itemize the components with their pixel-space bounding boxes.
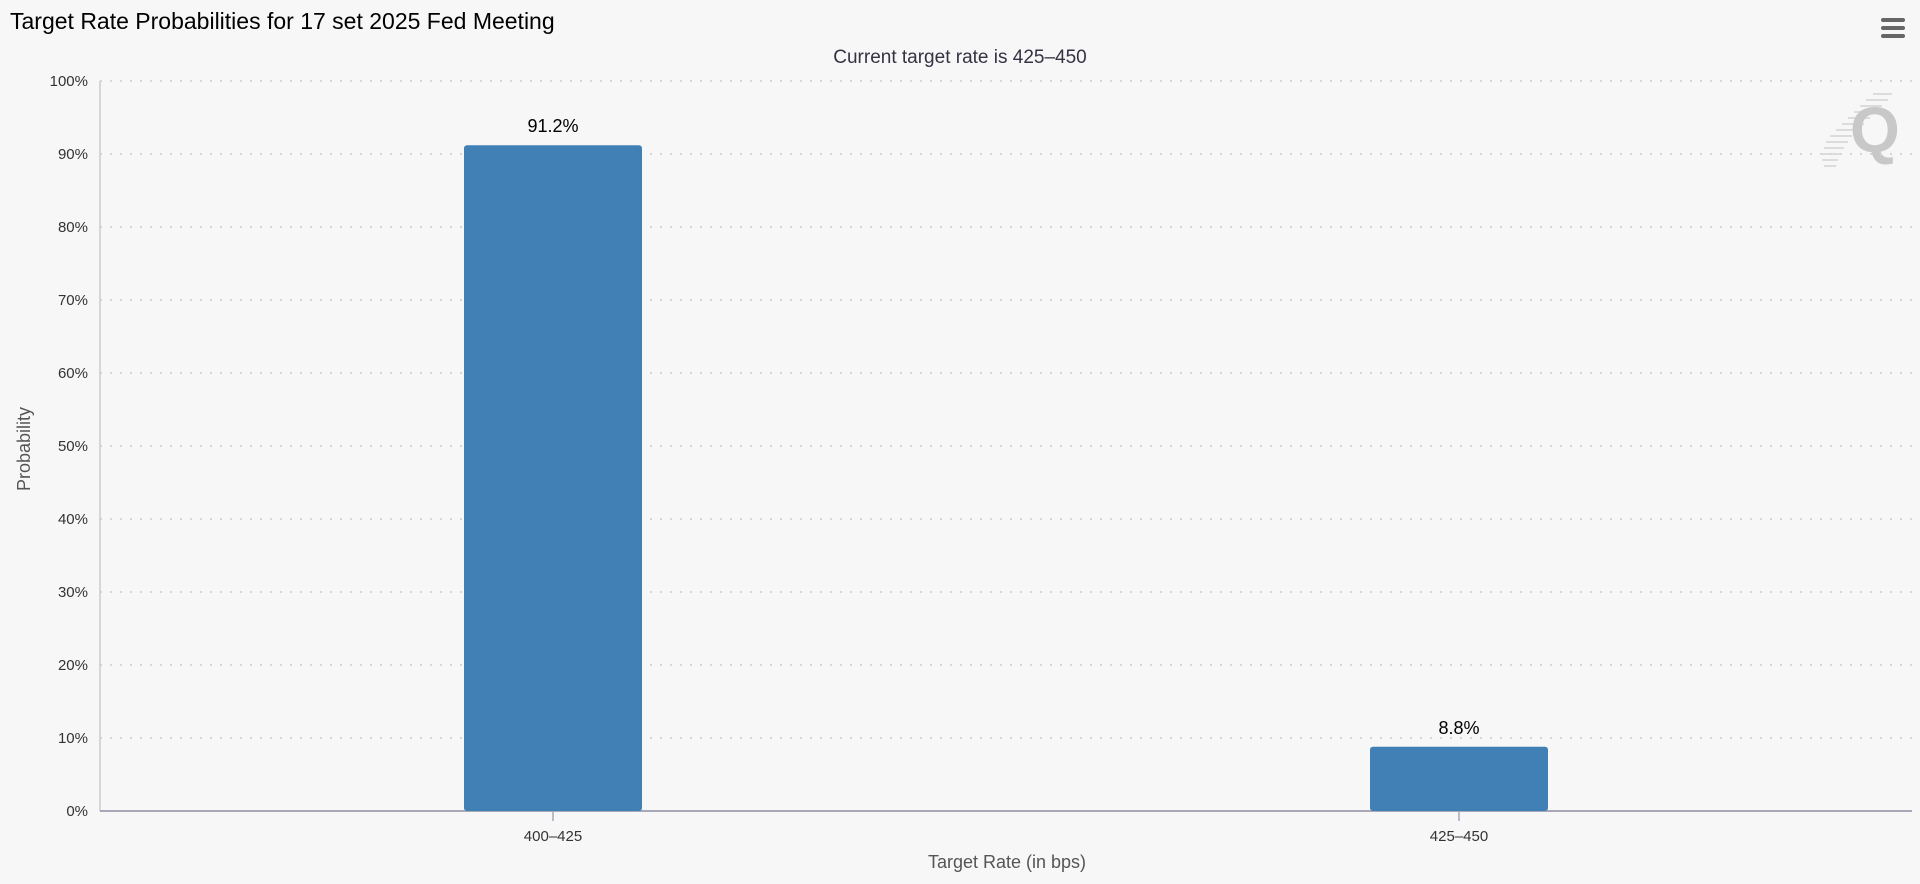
chart-subtitle: Current target rate is 425–450 [833, 47, 1087, 68]
bars [464, 145, 1548, 812]
y-tick-label: 20% [58, 657, 88, 674]
y-tick-label: 50% [58, 438, 88, 455]
y-tick-label: 90% [58, 146, 88, 163]
grid-lines [100, 80, 1912, 739]
menu-bar [1881, 18, 1905, 22]
y-tick-label: 40% [58, 511, 88, 528]
y-tick-label: 80% [58, 219, 88, 236]
data-label: 8.8% [1438, 718, 1479, 738]
labels: 0% 10% 20% 30% 40% 50% 60% 70% 80% 90% 100% 91.2% 40… [50, 73, 1489, 845]
chart-title: Target Rate Probabilities for 17 set 202… [10, 8, 555, 34]
x-tick-label: 425–450 [1430, 828, 1488, 845]
y-tick-label: 100% [50, 73, 88, 90]
y-tick-label: 10% [58, 730, 88, 747]
menu-bar [1881, 34, 1905, 38]
x-tick-label: 400–425 [524, 828, 582, 845]
y-axis-title: Probability [14, 407, 34, 491]
bar[interactable] [464, 145, 642, 812]
axes [99, 81, 1912, 821]
x-axis-title: Target Rate (in bps) [928, 852, 1086, 872]
y-tick-label: 60% [58, 365, 88, 382]
y-tick-label: 30% [58, 584, 88, 601]
hamburger-menu-icon[interactable] [1880, 16, 1906, 40]
y-tick-label: 70% [58, 292, 88, 309]
menu-bar [1881, 26, 1905, 30]
y-tick-label: 0% [66, 803, 88, 820]
data-label: 91.2% [527, 116, 578, 136]
bar[interactable] [1370, 746, 1548, 811]
